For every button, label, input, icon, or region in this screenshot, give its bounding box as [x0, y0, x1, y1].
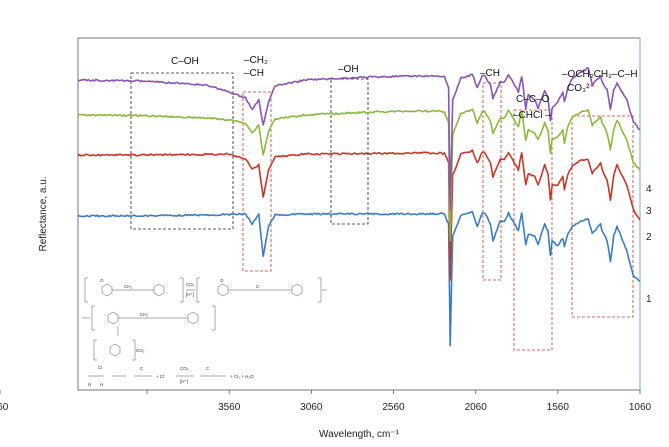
ann-c-oh: C–OH [171, 56, 199, 67]
x-tick-labels: 3560 3060 2560 2060 1560 1060 560 [0, 402, 652, 413]
inset-label-h-atom-2: H [100, 382, 103, 387]
x-tick-0: 3560 [218, 402, 241, 413]
x-tick-2: 2560 [382, 402, 405, 413]
ann-chcl: –CHCl – [513, 110, 551, 121]
inset-bracket-right-2 [318, 277, 322, 303]
ann-och2: –OCH₂CH₂–C–H [562, 69, 638, 80]
inset-ring-3 [217, 283, 229, 297]
inset-label-h-2: [H⁺] [180, 379, 188, 384]
inset-labels: CO₂ [H⁺] CO₂ + Cl + Cl₂ + H₂O Cl H H C C… [88, 278, 260, 387]
inset-label-c-1: C [140, 366, 144, 371]
series-line-2 [77, 149, 641, 281]
inset-label-cl: + Cl [156, 374, 164, 379]
inset-label-co2-2: CO₂ [136, 348, 145, 353]
box-oh [330, 78, 369, 225]
inset-bracket-left-3 [91, 305, 95, 331]
series-label-1: 1 [646, 294, 652, 305]
inset-label-h-1: [H⁺] [186, 292, 194, 297]
box-c-c-o [513, 109, 553, 351]
box-ch2-ch [242, 91, 272, 272]
inset-background [80, 272, 328, 387]
inset-label-co2-1: CO₂ [186, 282, 195, 287]
series-label-3: 3 [646, 206, 652, 217]
inset-ring-2 [153, 283, 165, 297]
x-tick-4: 1560 [547, 402, 570, 413]
inset-label-cl2: + Cl₂ + H₂O [230, 374, 254, 379]
inset-label-o-1: O [100, 278, 104, 283]
inset-ring-1 [101, 283, 113, 297]
box-ch [482, 82, 502, 281]
inset-label-c-3: C [256, 284, 260, 289]
ann-oh: –OH [338, 64, 359, 75]
inset-bracket-right-3 [212, 305, 216, 331]
inset-label-h-atom-1: H [88, 382, 91, 387]
ann-ch2: –CH₂ [244, 55, 268, 66]
y-axis-title: Reflectance, a.u. [38, 176, 49, 251]
ann-ch-2: –CH [480, 68, 500, 79]
x-tick-6: 560 [0, 402, 9, 413]
series-line-4 [77, 67, 641, 211]
inset-label-o-2: O [220, 278, 224, 283]
x-tick-1: 3060 [300, 402, 323, 413]
series-layer [77, 67, 641, 347]
series-label-4: 4 [646, 184, 652, 195]
inset-ring-6 [187, 311, 199, 325]
x-tick-5: 1060 [629, 402, 652, 413]
box-c-oh [130, 72, 234, 230]
inset-label-cl-atom: Cl [98, 365, 102, 370]
series-line-3 [77, 108, 641, 242]
inset-bracket-right-4 [132, 339, 136, 361]
reaction-scheme-inset [80, 272, 328, 387]
ann-co3: CO₃²⁻ [567, 83, 595, 94]
annotation-boxes [130, 72, 634, 351]
inset-ring-4 [291, 283, 303, 297]
inset-bracket-left-4 [93, 339, 97, 361]
inset-label-co2-3: CO₂ [180, 366, 189, 371]
inset-label-ch2-1: CH₂ [124, 284, 132, 289]
inset-bracket-left-2 [196, 277, 200, 303]
series-label-2: 2 [646, 232, 652, 243]
ann-ch: –CH [244, 68, 264, 79]
inset-label-c-2: C [206, 366, 210, 371]
inset-bracket-left-1 [84, 277, 88, 303]
inset-ring-7 [109, 343, 121, 357]
box-och2 [571, 115, 634, 318]
x-tick-3: 2060 [465, 402, 488, 413]
series-line-1 [77, 211, 641, 347]
inset-ring-5 [107, 311, 119, 325]
x-axis-title: Wavelength, cm⁻¹ [319, 429, 400, 440]
annotation-labels: C–OH –CH₂ –CH –OH –CH C–C–O –CHCl – –OCH… [171, 55, 638, 121]
inset-bracket-right-1 [180, 277, 184, 303]
series-number-labels: 4 3 2 1 [646, 184, 652, 305]
ann-c-c-o: C–C–O [516, 94, 550, 105]
inset-label-ch2-2: CH₂ [140, 312, 148, 317]
